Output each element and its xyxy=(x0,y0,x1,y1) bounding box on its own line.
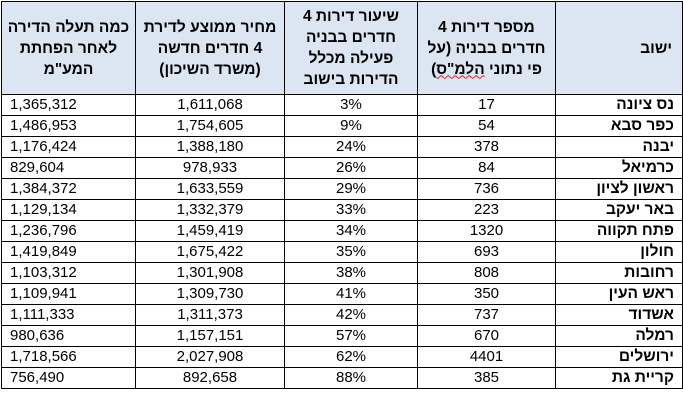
cell-after-vat[interactable]: 1,111,333 xyxy=(1,304,136,326)
housing-table: כמה תעלה הדירה לאחר הפחתת המע"מ מחיר ממו… xyxy=(1,1,683,389)
cell-after-vat[interactable]: 1,129,134 xyxy=(1,199,136,221)
cell-active-rate[interactable]: 3% xyxy=(284,94,418,116)
cell-avg-price[interactable]: 1,611,068 xyxy=(135,94,285,116)
cell-town[interactable]: ראש העין xyxy=(555,283,683,305)
table-row: 1,365,312 1,611,068 3% 17 נס ציונה xyxy=(1,94,683,116)
cell-apartments-count[interactable]: 350 xyxy=(417,283,556,305)
table-row: 1,103,312 1,301,908 38% 808 רחובות xyxy=(1,262,683,284)
cell-town[interactable]: אשדוד xyxy=(555,304,683,326)
cell-apartments-count[interactable]: 17 xyxy=(417,94,556,116)
cell-active-rate[interactable]: 88% xyxy=(284,367,418,389)
cell-after-vat[interactable]: 829,604 xyxy=(1,157,136,179)
cell-active-rate[interactable]: 29% xyxy=(284,178,418,200)
header-active-rate[interactable]: שיעור דירות 4 חדרים בבניה פעילה מכלל הדי… xyxy=(284,1,418,95)
cell-active-rate[interactable]: 57% xyxy=(284,325,418,347)
table-row: 1,718,566 2,027,908 62% 4401 ירושלים xyxy=(1,346,683,368)
cell-apartments-count[interactable]: 1320 xyxy=(417,220,556,242)
cell-avg-price[interactable]: 1,754,605 xyxy=(135,115,285,137)
cell-apartments-count[interactable]: 84 xyxy=(417,157,556,179)
cell-avg-price[interactable]: 1,301,908 xyxy=(135,262,285,284)
cell-apartments-count[interactable]: 736 xyxy=(417,178,556,200)
cell-after-vat[interactable]: 1,384,372 xyxy=(1,178,136,200)
cell-town[interactable]: ראשון לציון xyxy=(555,178,683,200)
cell-after-vat[interactable]: 1,718,566 xyxy=(1,346,136,368)
cell-town[interactable]: רחובות xyxy=(555,262,683,284)
cell-town[interactable]: חולון xyxy=(555,241,683,263)
cell-after-vat[interactable]: 1,486,953 xyxy=(1,115,136,137)
cell-apartments-count[interactable]: 223 xyxy=(417,199,556,221)
table-row: 1,486,953 1,754,605 9% 54 כפר סבא xyxy=(1,115,683,137)
cell-active-rate[interactable]: 9% xyxy=(284,115,418,137)
cell-avg-price[interactable]: 1,633,559 xyxy=(135,178,285,200)
cell-town[interactable]: רמלה xyxy=(555,325,683,347)
cell-active-rate[interactable]: 38% xyxy=(284,262,418,284)
table-row: 1,111,333 1,311,373 42% 737 אשדוד xyxy=(1,304,683,326)
cell-active-rate[interactable]: 62% xyxy=(284,346,418,368)
cell-after-vat[interactable]: 1,365,312 xyxy=(1,94,136,116)
header-apartments-text: מספר דירות 4 חדרים בבניה (על פי נתוני xyxy=(427,18,546,78)
cell-apartments-count[interactable]: 385 xyxy=(417,367,556,389)
cell-apartments-count[interactable]: 670 xyxy=(417,325,556,347)
cell-apartments-count[interactable]: 4401 xyxy=(417,346,556,368)
header-apartments-close: ) xyxy=(431,60,437,78)
cell-after-vat[interactable]: 1,109,941 xyxy=(1,283,136,305)
cell-town[interactable]: כפר סבא xyxy=(555,115,683,137)
cell-town[interactable]: כרמיאל xyxy=(555,157,683,179)
header-apartments-source: הלמ"ס xyxy=(436,60,485,78)
header-after-vat[interactable]: כמה תעלה הדירה לאחר הפחתת המע"מ xyxy=(1,1,136,95)
table-row: 1,236,796 1,459,419 34% 1320 פתח תקווה xyxy=(1,220,683,242)
cell-active-rate[interactable]: 35% xyxy=(284,241,418,263)
table-row: 829,604 978,933 26% 84 כרמיאל xyxy=(1,157,683,179)
cell-avg-price[interactable]: 1,309,730 xyxy=(135,283,285,305)
cell-after-vat[interactable]: 1,176,424 xyxy=(1,136,136,158)
header-avg-price[interactable]: מחיר ממוצע לדירת 4 חדרים חדשה (משרד השיכ… xyxy=(135,1,285,95)
cell-town[interactable]: יבנה xyxy=(555,136,683,158)
cell-avg-price[interactable]: 1,332,379 xyxy=(135,199,285,221)
cell-active-rate[interactable]: 24% xyxy=(284,136,418,158)
table-row: 756,490 892,658 88% 385 קריית גת xyxy=(1,367,683,389)
cell-avg-price[interactable]: 892,658 xyxy=(135,367,285,389)
table-row: 980,636 1,157,151 57% 670 רמלה xyxy=(1,325,683,347)
table-row: 1,384,372 1,633,559 29% 736 ראשון לציון xyxy=(1,178,683,200)
cell-town[interactable]: קריית גת xyxy=(555,367,683,389)
cell-after-vat[interactable]: 756,490 xyxy=(1,367,136,389)
table-row: 1,129,134 1,332,379 33% 223 באר יעקב xyxy=(1,199,683,221)
cell-after-vat[interactable]: 1,103,312 xyxy=(1,262,136,284)
header-row: כמה תעלה הדירה לאחר הפחתת המע"מ מחיר ממו… xyxy=(1,1,683,95)
cell-avg-price[interactable]: 1,157,151 xyxy=(135,325,285,347)
cell-apartments-count[interactable]: 378 xyxy=(417,136,556,158)
cell-avg-price[interactable]: 978,933 xyxy=(135,157,285,179)
table-row: 1,109,941 1,309,730 41% 350 ראש העין xyxy=(1,283,683,305)
spreadsheet: כמה תעלה הדירה לאחר הפחתת המע"מ מחיר ממו… xyxy=(1,1,683,389)
cell-apartments-count[interactable]: 737 xyxy=(417,304,556,326)
cell-after-vat[interactable]: 1,419,849 xyxy=(1,241,136,263)
cell-apartments-count[interactable]: 693 xyxy=(417,241,556,263)
table-row: 1,419,849 1,675,422 35% 693 חולון xyxy=(1,241,683,263)
cell-avg-price[interactable]: 2,027,908 xyxy=(135,346,285,368)
cell-town[interactable]: פתח תקווה xyxy=(555,220,683,242)
cell-apartments-count[interactable]: 808 xyxy=(417,262,556,284)
cell-town[interactable]: ירושלים xyxy=(555,346,683,368)
cell-apartments-count[interactable]: 54 xyxy=(417,115,556,137)
cell-avg-price[interactable]: 1,388,180 xyxy=(135,136,285,158)
cell-town[interactable]: נס ציונה xyxy=(555,94,683,116)
cell-avg-price[interactable]: 1,675,422 xyxy=(135,241,285,263)
cell-active-rate[interactable]: 41% xyxy=(284,283,418,305)
cell-active-rate[interactable]: 26% xyxy=(284,157,418,179)
cell-town[interactable]: באר יעקב xyxy=(555,199,683,221)
cell-after-vat[interactable]: 1,236,796 xyxy=(1,220,136,242)
cell-active-rate[interactable]: 33% xyxy=(284,199,418,221)
table-row: 1,176,424 1,388,180 24% 378 יבנה xyxy=(1,136,683,158)
header-apartments-count[interactable]: מספר דירות 4 חדרים בבניה (על פי נתוני הל… xyxy=(417,1,556,95)
header-town[interactable]: ישוב xyxy=(555,1,683,95)
cell-after-vat[interactable]: 980,636 xyxy=(1,325,136,347)
cell-avg-price[interactable]: 1,459,419 xyxy=(135,220,285,242)
cell-avg-price[interactable]: 1,311,373 xyxy=(135,304,285,326)
cell-active-rate[interactable]: 42% xyxy=(284,304,418,326)
cell-active-rate[interactable]: 34% xyxy=(284,220,418,242)
